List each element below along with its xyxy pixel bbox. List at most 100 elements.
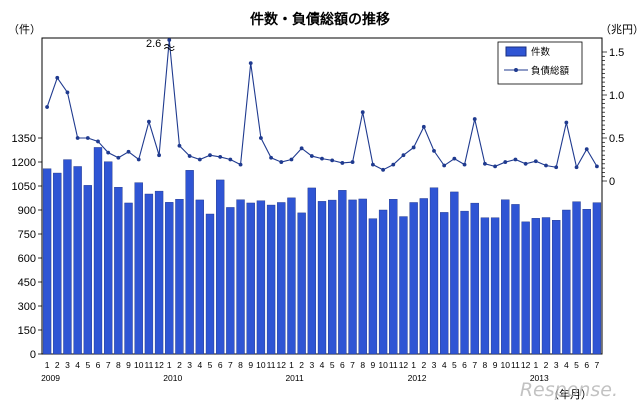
bar xyxy=(63,159,72,355)
month-label: 12 xyxy=(399,360,409,370)
line-point xyxy=(391,162,396,167)
line-point xyxy=(157,153,161,158)
bar xyxy=(399,216,408,355)
month-label: 4 xyxy=(320,360,325,370)
bar xyxy=(236,199,245,355)
bar xyxy=(389,199,398,355)
right-axis-unit: （兆円） xyxy=(600,23,640,36)
line-point xyxy=(340,161,345,165)
bar xyxy=(226,207,235,355)
line-point xyxy=(595,164,599,169)
line-point xyxy=(513,157,518,162)
bar xyxy=(541,217,551,355)
month-label: 6 xyxy=(462,360,467,370)
month-label: 9 xyxy=(493,360,498,370)
month-label: 5 xyxy=(574,360,579,370)
line-point xyxy=(299,146,304,151)
left-axis-unit: （件） xyxy=(8,23,41,36)
line-point xyxy=(197,157,202,162)
line-point xyxy=(554,165,559,170)
right-tick-label: 0 xyxy=(609,176,615,188)
month-label: 5 xyxy=(330,360,335,370)
month-label: 11 xyxy=(511,360,520,370)
bar xyxy=(297,212,306,355)
bar xyxy=(440,212,449,355)
line-point xyxy=(147,119,151,124)
legend-bar-label: 件数 xyxy=(531,46,551,58)
right-tick-label: 0.5 xyxy=(609,133,624,145)
month-label: 10 xyxy=(501,360,511,370)
bar xyxy=(429,187,439,355)
month-label: 2 xyxy=(299,360,304,370)
axis-break-mark xyxy=(163,44,175,51)
month-label: 2 xyxy=(544,360,549,370)
month-label: 11 xyxy=(389,360,398,370)
legend-line-label: 負債総額 xyxy=(531,65,570,77)
line-point xyxy=(472,117,477,121)
month-label: 10 xyxy=(134,360,144,370)
line-point xyxy=(279,160,284,164)
left-tick-label: 450 xyxy=(18,277,36,289)
line-point xyxy=(96,139,100,144)
month-label: 2 xyxy=(421,360,426,370)
month-label: 12 xyxy=(277,360,287,370)
line-point xyxy=(350,160,355,164)
month-label: 3 xyxy=(432,360,437,370)
line-point xyxy=(564,120,569,125)
bar xyxy=(246,202,255,355)
bar xyxy=(592,202,602,355)
bar xyxy=(582,208,591,355)
line-point xyxy=(533,159,538,164)
year-label: 2010 xyxy=(163,373,182,383)
bar xyxy=(480,217,490,355)
bar xyxy=(552,220,561,355)
bar xyxy=(378,209,388,355)
line-point xyxy=(259,136,263,140)
month-label: 10 xyxy=(256,360,266,370)
left-tick-label: 900 xyxy=(18,205,36,217)
month-label: 9 xyxy=(248,360,253,370)
line-point xyxy=(483,161,487,166)
bar xyxy=(216,179,225,355)
year-label: 2011 xyxy=(285,373,304,383)
bar xyxy=(93,147,103,355)
line-point xyxy=(218,155,223,159)
month-label: 6 xyxy=(584,360,589,370)
left-tick-label: 1050 xyxy=(12,181,36,193)
year-label: 2012 xyxy=(408,373,427,383)
bar xyxy=(490,217,500,355)
month-label: 4 xyxy=(564,360,569,370)
bar xyxy=(572,201,581,355)
bar xyxy=(328,199,337,355)
bar xyxy=(521,221,530,355)
month-label: 2 xyxy=(55,360,60,370)
month-label: 11 xyxy=(267,360,276,370)
line-point xyxy=(462,162,467,167)
x-axis-labels: 1 2 3 4 5 6 7 8 9 10 11 12 1 2 3 4 5 6 7 8 9 10 11 12 1 2 3 4 5 6 7 8 9 1… xyxy=(41,360,599,383)
month-label: 1 xyxy=(289,360,294,370)
month-label: 9 xyxy=(371,360,376,370)
bar xyxy=(104,161,113,355)
line-point xyxy=(544,163,548,168)
x-axis-unit: （年月） xyxy=(548,387,592,401)
line-point xyxy=(493,164,497,169)
month-label: 4 xyxy=(442,360,447,370)
line-point xyxy=(360,110,365,115)
line-point xyxy=(126,149,131,154)
month-label: 4 xyxy=(75,360,80,370)
month-label: 6 xyxy=(340,360,345,370)
month-label: 5 xyxy=(452,360,457,370)
line-point xyxy=(289,157,294,162)
line-point xyxy=(177,143,182,148)
chart-title: 件数・負債総額の推移 xyxy=(250,11,390,28)
month-label: 4 xyxy=(197,360,202,370)
bar xyxy=(154,190,164,355)
bar-series xyxy=(42,147,602,355)
bar xyxy=(317,201,327,355)
line-point xyxy=(584,147,589,152)
month-label: 7 xyxy=(228,360,233,370)
bar xyxy=(124,202,133,355)
bar xyxy=(338,190,347,355)
line-point xyxy=(452,156,457,161)
